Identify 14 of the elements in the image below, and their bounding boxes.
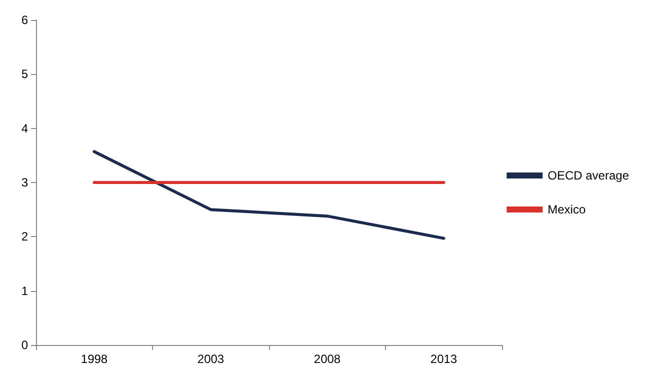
x-tick-label: 2003 xyxy=(197,352,224,366)
y-tick-label: 5 xyxy=(21,67,28,82)
x-tick-label: 1998 xyxy=(80,352,108,366)
y-tick-label: 1 xyxy=(21,284,28,298)
y-tick-label: 0 xyxy=(21,338,28,352)
legend-label: Mexico xyxy=(548,202,586,216)
legend-label: OECD average xyxy=(548,168,630,182)
y-tick-label: 2 xyxy=(21,230,28,244)
y-tick-label: 3 xyxy=(21,176,28,190)
y-tick-label: 4 xyxy=(21,121,28,136)
line-series xyxy=(92,150,446,240)
x-tick-label: 2008 xyxy=(314,352,341,366)
x-tick-label: 2013 xyxy=(430,352,458,366)
y-tick-label: 6 xyxy=(21,13,28,27)
